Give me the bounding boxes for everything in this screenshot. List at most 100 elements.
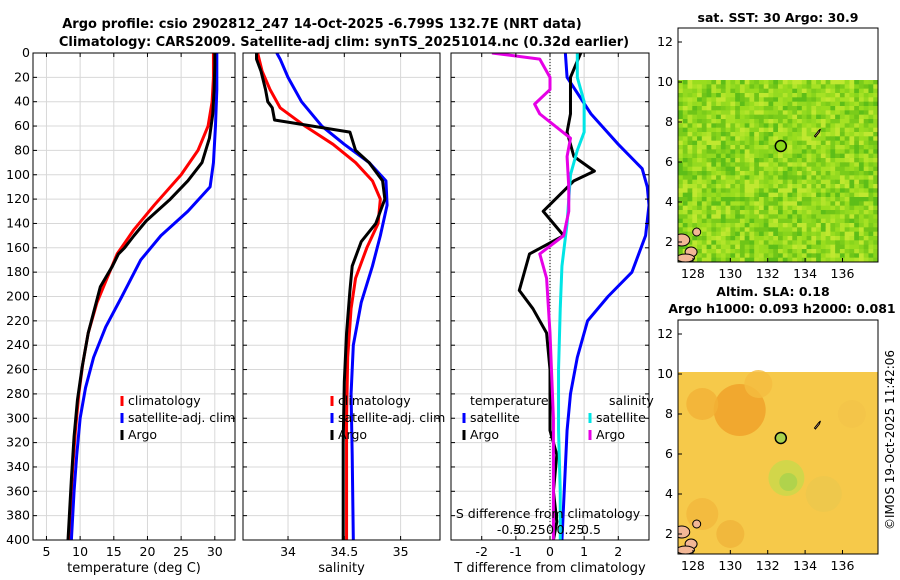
sst-cell: [744, 240, 751, 246]
sst-cell: [720, 214, 727, 220]
sst-cell: [787, 236, 793, 241]
sst-cell: [739, 227, 746, 233]
sst-cell: [844, 114, 851, 120]
sst-cell: [678, 132, 684, 137]
sst-cell: [835, 257, 841, 262]
diff-s-tick-label: 0.25: [557, 522, 585, 537]
sst-cell: [854, 97, 860, 103]
sst-cell: [839, 149, 846, 155]
sst-cell: [797, 223, 803, 228]
sst-cell: [725, 214, 731, 220]
sst-cell: [787, 97, 793, 103]
sst-cell: [858, 218, 865, 224]
difference-panel: -2 -1 0 1 2T difference from climatologytemp…: [450, 52, 654, 576]
sst-cell: [858, 171, 865, 176]
sst-cell: [816, 240, 822, 246]
sst-cell: [692, 192, 698, 198]
sst-cell: [778, 84, 784, 90]
sst-cell: [735, 253, 741, 259]
sst-cell: [678, 249, 684, 254]
sst-cell: [701, 158, 708, 163]
sst-cell: [787, 101, 793, 107]
sst-cell: [730, 175, 736, 181]
sst-cell: [844, 145, 851, 150]
sst-cell: [839, 136, 846, 142]
sst-cell: [701, 127, 708, 133]
sst-cell: [763, 231, 770, 237]
sst-cell: [816, 205, 822, 211]
sst-cell: [858, 223, 865, 228]
sst-cell: [820, 218, 827, 224]
sst-cell: [739, 188, 746, 194]
sst-cell: [720, 205, 727, 211]
sst-cell: [849, 101, 855, 107]
sst-cell: [797, 84, 803, 90]
sst-cell: [768, 123, 774, 129]
sst-cell: [868, 227, 874, 233]
sst-cell: [858, 97, 865, 103]
sst-cell: [735, 149, 741, 155]
sst-cell: [758, 171, 765, 176]
sst-cell: [839, 175, 846, 181]
sst-cell: [863, 166, 870, 172]
sst-cell: [816, 223, 822, 228]
sst-cell: [849, 223, 855, 228]
sst-cell: [763, 127, 770, 133]
sst-cell: [706, 175, 712, 181]
sst-cell: [711, 80, 717, 85]
sst-cell: [825, 231, 831, 237]
sst-cell: [858, 240, 865, 246]
sst-cell: [730, 179, 736, 185]
sst-cell: [763, 197, 770, 202]
sst-cell: [725, 93, 731, 98]
difference-series-t-satellite: [560, 53, 649, 540]
sst-cell: [773, 101, 779, 107]
sst-cell: [697, 188, 703, 194]
sst-cell: [868, 158, 874, 163]
sla-anomaly-blob: [837, 400, 866, 428]
sst-cell: [773, 84, 779, 90]
sst-cell: [849, 244, 855, 250]
sst-cell: [744, 114, 751, 120]
sst-cell: [792, 106, 798, 111]
sst-cell: [854, 153, 860, 159]
sst-cell: [801, 218, 808, 224]
sst-cell: [854, 214, 860, 220]
depth-tick-label: 200: [6, 289, 30, 304]
sst-cell: [863, 227, 870, 233]
sst-cell: [739, 253, 746, 259]
sst-cell: [749, 227, 755, 233]
sst-cell: [873, 179, 878, 185]
sst-cell: [697, 119, 703, 124]
sst-cell: [754, 236, 760, 241]
sst-cell: [758, 101, 765, 107]
sst-cell: [868, 188, 874, 194]
sst-cell: [730, 253, 736, 259]
sst-cell: [782, 197, 789, 202]
imos-watermark: ©IMOS 19-Oct-2025 11:42:06: [883, 350, 897, 530]
sst-cell: [763, 153, 770, 159]
island-icon: [678, 545, 695, 554]
sst-cell: [730, 192, 736, 198]
sst-cell: [730, 153, 736, 159]
sst-cell: [720, 249, 727, 254]
sst-cell: [725, 106, 731, 111]
sst-cell: [839, 240, 846, 246]
legend-entry: climatology: [338, 393, 411, 408]
sst-cell: [825, 240, 831, 246]
sst-cell: [739, 197, 746, 202]
sst-cell: [744, 84, 751, 90]
sst-cell: [744, 210, 751, 215]
sst-cell: [868, 179, 874, 185]
sst-map-xtick-label: 136: [831, 266, 855, 281]
sst-cell: [839, 84, 846, 90]
sla-anomaly-blob: [686, 388, 719, 420]
temperature-xlabel: temperature (deg C): [67, 561, 201, 576]
sst-cell: [801, 171, 808, 176]
sst-cell: [735, 162, 741, 168]
sst-cell: [711, 149, 717, 155]
sst-cell: [744, 140, 751, 146]
sst-cell: [873, 153, 878, 159]
sst-cell: [730, 231, 736, 237]
sst-cell: [720, 119, 727, 124]
